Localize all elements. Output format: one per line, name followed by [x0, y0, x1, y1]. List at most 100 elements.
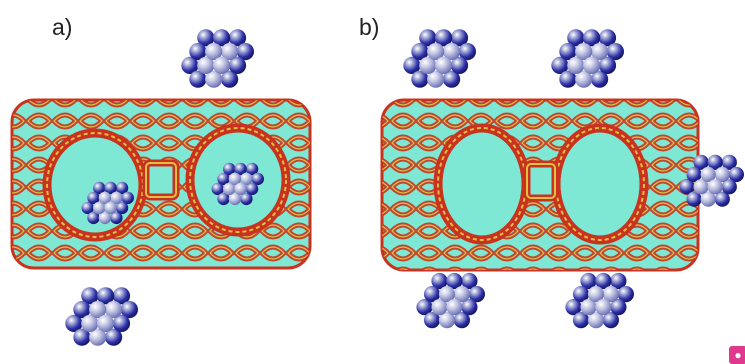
cluster-atom — [234, 162, 247, 176]
cluster-atom — [423, 312, 441, 329]
cluster-atom — [693, 154, 709, 170]
cluster-atom — [234, 182, 247, 196]
cluster-atom — [73, 301, 91, 319]
cluster-atom — [580, 272, 597, 290]
cluster-atom — [81, 201, 94, 215]
cluster-atom — [217, 172, 230, 186]
cluster-atom — [115, 201, 129, 215]
cluster-atom — [707, 179, 723, 195]
cluster-atom — [617, 286, 635, 303]
cluster-atom — [446, 299, 463, 316]
panel-b-label: b) — [359, 14, 380, 40]
cluster-atom — [567, 29, 585, 47]
cluster-atom — [700, 191, 716, 207]
cluster-atom — [435, 56, 453, 74]
cluster-atom — [591, 43, 609, 61]
cluster-atom — [121, 191, 134, 205]
cluster-atom — [411, 43, 429, 61]
cluster-atom — [598, 29, 617, 47]
cluster-atom — [104, 181, 117, 195]
cluster-atom — [721, 179, 737, 195]
cluster-a-bottom — [65, 287, 138, 346]
cluster-atom — [73, 328, 91, 346]
cluster-atom — [610, 272, 627, 290]
cluster-a-left-pore — [81, 181, 134, 225]
cluster-atom — [431, 299, 448, 316]
cluster-atom — [245, 182, 259, 196]
cluster-atom — [217, 192, 230, 206]
cluster-atom — [443, 70, 461, 88]
cluster-atom — [65, 314, 83, 332]
cluster-atom — [110, 191, 123, 205]
cluster-atom — [228, 56, 247, 74]
cluster-atom — [583, 29, 601, 47]
cluster-b-bottom-right — [565, 272, 635, 329]
cluster-atom — [110, 211, 123, 225]
cluster-atom — [461, 272, 478, 290]
cluster-atom — [427, 70, 445, 88]
cluster-atom — [245, 162, 259, 176]
cluster-atom — [423, 286, 441, 303]
cluster-b-top-right — [551, 29, 625, 88]
cluster-b-right — [679, 154, 745, 207]
cluster-atom — [559, 70, 577, 88]
cluster-atom — [236, 43, 254, 61]
cluster-atom — [602, 312, 620, 329]
cluster-atom — [221, 43, 239, 61]
cluster-atom — [700, 166, 716, 183]
cluster-atom — [595, 299, 612, 316]
cluster-atom — [587, 312, 605, 329]
cluster-atom — [598, 56, 617, 74]
cluster-atom — [213, 29, 231, 47]
cluster-atom — [81, 287, 99, 305]
cluster-atom — [565, 299, 582, 316]
cluster-atom — [223, 162, 236, 176]
cluster-atom — [714, 191, 730, 207]
cluster-atom — [610, 299, 627, 316]
zeolite-framework-a — [10, 98, 312, 270]
cluster-atom — [453, 286, 470, 303]
cluster-atom — [89, 328, 107, 346]
cluster-atom — [419, 29, 437, 47]
cluster-atom — [443, 43, 461, 61]
cluster-atom — [679, 179, 695, 195]
cluster-atom — [453, 312, 470, 329]
cluster-atom — [240, 172, 253, 186]
cluster-atom — [213, 56, 231, 74]
cluster-atom — [197, 56, 215, 74]
cluster-atom — [686, 191, 702, 207]
cluster-atom — [714, 166, 730, 183]
cluster-atom — [461, 299, 478, 316]
clusters-layer — [65, 29, 745, 346]
cluster-atom — [721, 154, 737, 170]
cluster-atom — [97, 314, 115, 332]
cluster-atom — [87, 191, 100, 205]
cluster-atom — [251, 172, 264, 186]
cluster-atom — [693, 179, 709, 195]
cluster-atom — [97, 287, 115, 305]
cluster-atom — [228, 192, 242, 206]
cluster-atom — [221, 70, 239, 88]
cluster-atom — [580, 299, 597, 316]
cluster-atom — [112, 314, 131, 332]
cluster-a-right-pore — [211, 162, 264, 206]
cluster-atom — [587, 286, 605, 303]
cluster-atom — [416, 299, 433, 316]
cluster-atom — [87, 211, 100, 225]
cluster-atom — [572, 312, 590, 329]
cluster-atom — [686, 166, 702, 183]
cluster-atom — [223, 182, 236, 196]
panel-a-label: a) — [52, 14, 73, 40]
cluster-atom — [602, 286, 620, 303]
cluster-atom — [707, 154, 723, 170]
cluster-atom — [189, 70, 207, 88]
cluster-atom — [104, 201, 117, 215]
cluster-atom — [228, 29, 247, 47]
cluster-atom — [105, 301, 123, 319]
cluster-atom — [98, 191, 112, 205]
cluster-atom — [181, 56, 199, 74]
cluster-atom — [572, 286, 590, 303]
cluster-atom — [728, 166, 745, 183]
cluster-atom — [89, 301, 107, 319]
